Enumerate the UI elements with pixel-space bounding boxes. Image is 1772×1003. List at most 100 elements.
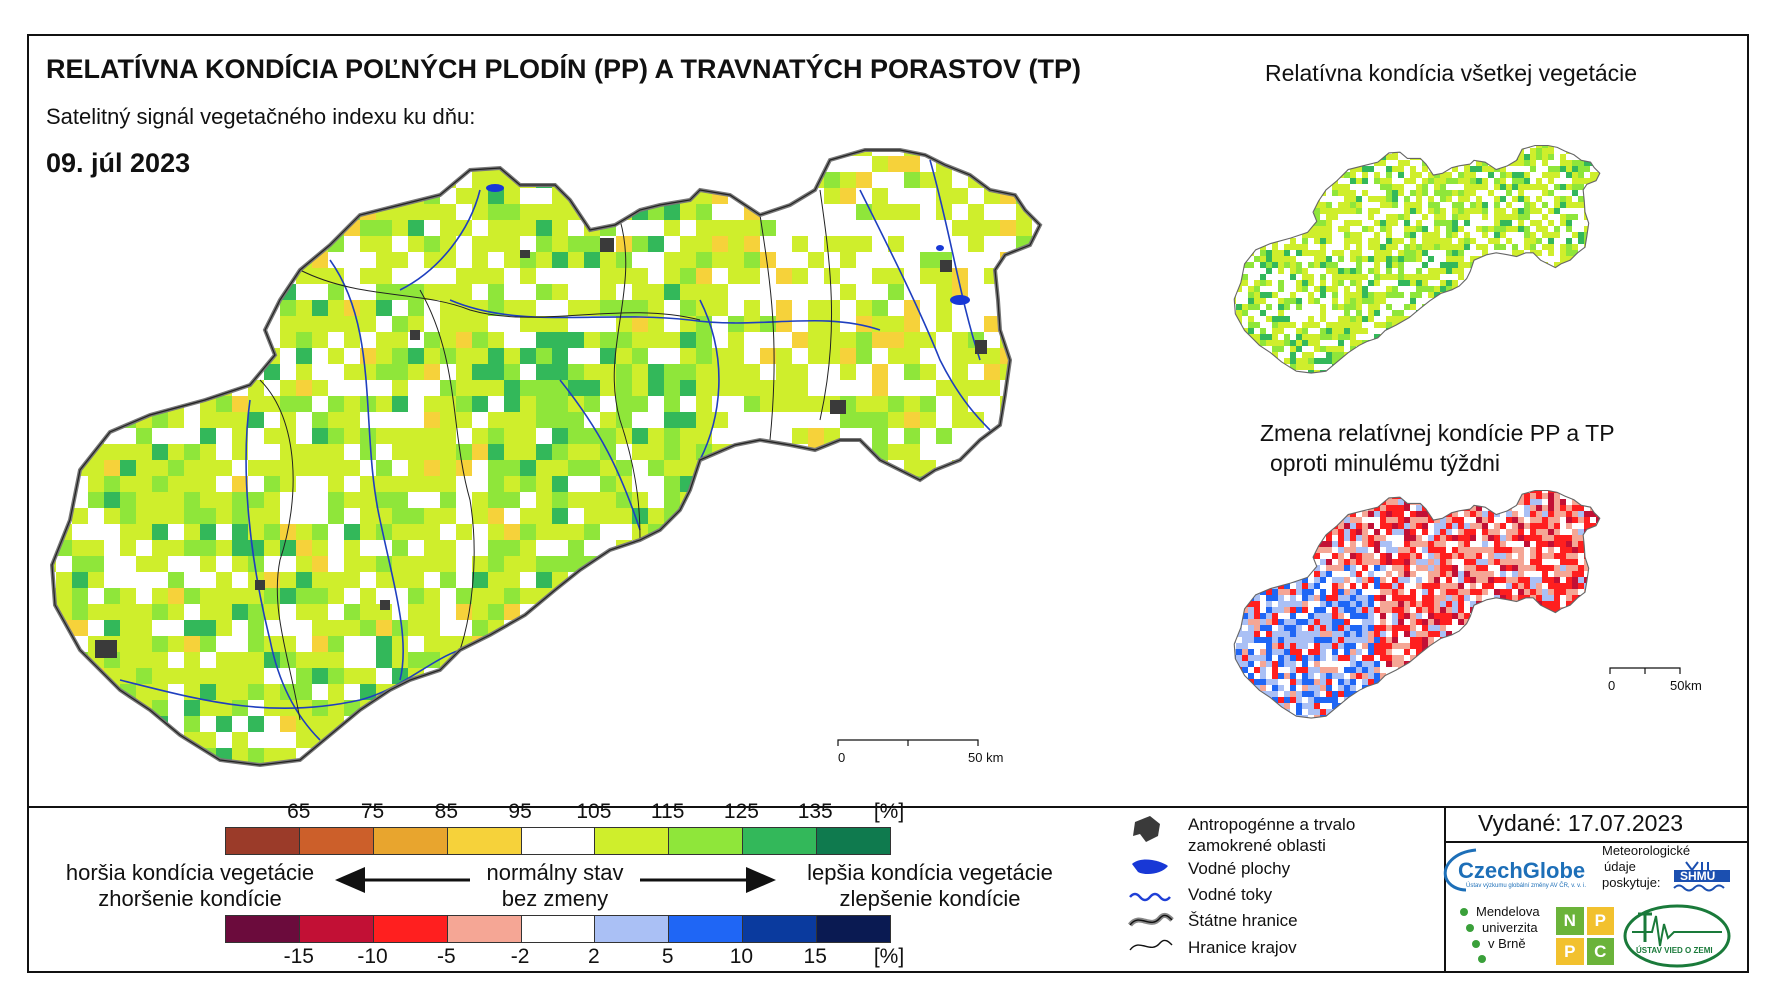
legend-improvement: zlepšenie kondície: [839, 886, 1021, 911]
czechglobe-subtitle: Ústav výzkumu globální změny AV ČR, v. v…: [1466, 883, 1587, 889]
legend-center-text: normálny stav bez zmeny: [470, 860, 640, 912]
change-tick-label: 2: [588, 945, 600, 968]
key-state-border-label: Štátne hranice: [1188, 911, 1298, 930]
shmu-wave-icon: [1673, 861, 1730, 892]
nppc-p1: P: [1586, 907, 1614, 935]
condition-tick-label: 105: [576, 800, 612, 823]
legend-worse-condition: horšia kondícia vegetácie: [65, 860, 315, 885]
key-region-border-label: Hranice krajov: [1188, 938, 1297, 957]
condition-tick-label: 75: [360, 800, 385, 823]
map-subtitle: Satelitný signál vegetačného indexu ku d…: [46, 104, 476, 129]
shmu-label: SHMÚ: [1680, 869, 1716, 883]
condition-swatch: [594, 828, 669, 854]
change-tick-label: 10: [729, 945, 754, 968]
condition-tick-label: 85: [434, 800, 459, 823]
condition-tick-label: 65: [287, 800, 311, 823]
legend-divider: [27, 806, 1749, 808]
change-tick-label: 5: [661, 945, 674, 968]
nppc-logo: N P P C: [1556, 907, 1614, 965]
inset-change-map: [1232, 489, 1602, 720]
uvz-seismograph-icon: [1623, 904, 1731, 968]
mendel-line-3: v Brně: [1488, 936, 1526, 951]
worse-arrow: [335, 867, 470, 893]
meteo-line-3: poskytuje:: [1602, 875, 1661, 890]
mendel-text: Mendelova univerzita v Brně: [1476, 904, 1540, 952]
shmu-logo: SHMÚ: [1672, 860, 1732, 896]
change-swatch: [226, 916, 299, 942]
change-swatch: [298, 916, 373, 942]
change-tick-label: -15: [283, 945, 314, 968]
meteo-line-1: Meteorologické: [1602, 843, 1691, 858]
change-swatch: [520, 916, 595, 942]
legend-better-condition: lepšia kondícia vegetácie: [807, 860, 1053, 885]
nppc-n: N: [1556, 907, 1584, 935]
main-map: [50, 148, 1042, 767]
main-urban-areas: [95, 238, 987, 658]
legend-no-change: bez zmeny: [501, 886, 609, 911]
change-swatch: [446, 916, 521, 942]
legend-normal-state: normálny stav: [486, 860, 624, 885]
key-water-label: Vodné plochy: [1188, 859, 1291, 878]
inset-bottom-title-2: oproti minulému týždni: [1269, 450, 1501, 476]
nppc-p2: P: [1556, 937, 1584, 965]
condition-tick-label: 125: [723, 800, 759, 823]
map-date: 09. júl 2023: [46, 148, 191, 178]
uvz-logo: ÚSTAV VIED O ZEMI: [1622, 902, 1732, 968]
inset-scale-end: 50km: [1670, 678, 1702, 693]
change-tick-label: 15: [803, 945, 827, 968]
condition-tick-label: [%]: [873, 800, 905, 823]
inset-scale-zero: 0: [1608, 678, 1616, 693]
legend-right-text: lepšia kondícia vegetácie zlepšenie kond…: [780, 860, 1080, 912]
condition-tick-label: 115: [650, 800, 685, 823]
key-river-label: Vodné toky: [1188, 885, 1273, 904]
change-tick-label: -5: [436, 945, 456, 968]
change-swatch: [594, 916, 669, 942]
legend-worsening: zhoršenie kondície: [98, 886, 282, 911]
map-title: RELATÍVNA KONDÍCIA POĽNÝCH PLODÍN (PP) A…: [46, 54, 1082, 84]
inset-all-vegetation-map: [1232, 144, 1602, 375]
condition-color-bar: [225, 827, 891, 855]
meteo-text: Meteorologické údaje poskytuje:: [1602, 843, 1690, 891]
uvz-name: ÚSTAV VIED O ZEMI: [1636, 946, 1713, 955]
meteo-line-2: údaje: [1604, 859, 1636, 874]
main-scale-end: 50 km: [968, 750, 1004, 765]
map-frame: [27, 34, 1749, 973]
czechglobe-logo: CzechGlobe Ústav výzkumu globální změny …: [1436, 846, 1598, 892]
change-swatch: [816, 916, 891, 942]
main-scalebar: [837, 739, 979, 746]
issued-divider: [1444, 841, 1749, 843]
nppc-c: C: [1586, 937, 1614, 965]
key-urban-label-2: zamokrené oblasti: [1188, 836, 1326, 855]
change-tick-label: -2: [510, 945, 530, 968]
czechglobe-swoosh-icon: [1443, 848, 1477, 892]
change-swatch: [668, 916, 743, 942]
condition-swatch: [816, 828, 891, 854]
better-arrow: [640, 867, 776, 893]
credits-divider: [1444, 806, 1446, 973]
legend-left-text: horšia kondícia vegetácie zhoršenie kond…: [40, 860, 340, 912]
mendel-dots-icon: [1460, 908, 1486, 963]
condition-tick-label: 135: [797, 800, 833, 823]
condition-swatch: [298, 828, 373, 854]
change-tick-label: -10: [357, 945, 388, 968]
mendel-line-1: Mendelova: [1476, 904, 1540, 919]
issued-date: Vydané: 17.07.2023: [1478, 810, 1684, 836]
czechglobe-name: CzechGlobe: [1458, 858, 1586, 883]
condition-swatch: [742, 828, 817, 854]
condition-swatch: [226, 828, 299, 854]
change-swatch: [372, 916, 447, 942]
condition-swatch: [372, 828, 447, 854]
main-water-bodies: [486, 184, 970, 305]
main-scale-zero: 0: [838, 750, 846, 765]
main-region-borders: [259, 189, 833, 721]
change-tick-label: [%]: [873, 945, 905, 968]
main-rivers: [119, 159, 991, 741]
condition-tick-label: 95: [508, 800, 532, 823]
condition-swatch: [520, 828, 595, 854]
change-color-bar: [225, 915, 891, 943]
inset-scalebar: [1609, 667, 1681, 674]
condition-swatch: [446, 828, 521, 854]
mendel-logo: Mendelova univerzita v Brně: [1456, 904, 1556, 964]
key-urban-label-1: Antropogénne a trvalo: [1188, 815, 1356, 834]
key-urban-label: Antropogénne a trvalo zamokrené oblasti: [1188, 814, 1355, 856]
